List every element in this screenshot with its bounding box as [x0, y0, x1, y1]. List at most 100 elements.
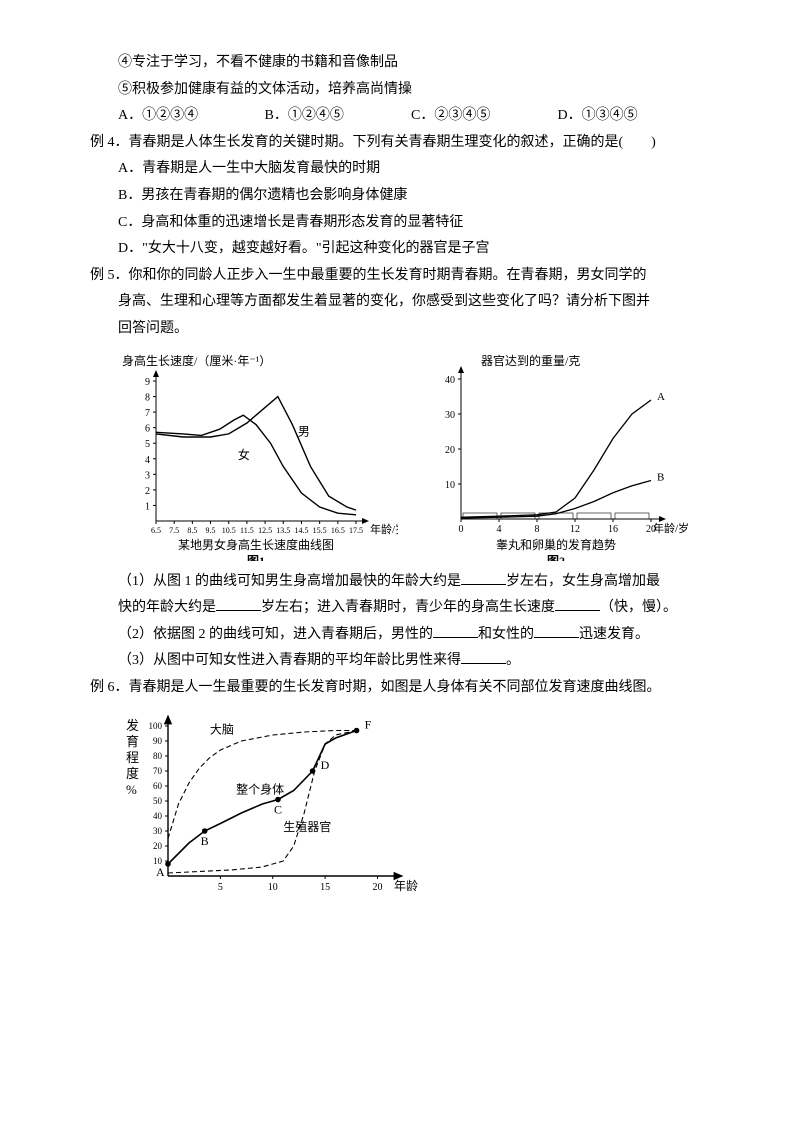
svg-text:器官达到的重量/克: 器官达到的重量/克: [481, 353, 580, 368]
q3-opt-b: B．①②④⑤: [265, 103, 412, 130]
q5-p1-line1: （1）从图 1 的曲线可知男生身高增加最快的年龄大约是岁左右，女生身高增加最: [90, 569, 704, 596]
blank: [461, 570, 506, 585]
svg-text:30: 30: [445, 410, 455, 421]
svg-text:20: 20: [373, 882, 383, 893]
q5-p2: （2）依据图 2 的曲线可知，进入青春期后，男性的 和女性的 迅速发育。: [90, 622, 704, 649]
q6-stem: 例 6．青春期是人一生最重要的生长发育时期，如图是人身体有关不同部位发育速度曲线…: [90, 675, 704, 702]
svg-text:年龄: 年龄: [394, 879, 418, 893]
svg-text:6.5: 6.5: [151, 526, 161, 535]
txt: （2）依据图 2 的曲线可知，进入青春期后，男性的: [118, 627, 433, 642]
blank: [433, 623, 478, 638]
svg-text:9.5: 9.5: [206, 526, 216, 535]
q3-opt-d: D．①③④⑤: [558, 103, 705, 130]
q5-p1-line2: 快的年龄大约是 岁左右；进入青春期时，青少年的身高生长速度 （快，慢）。: [90, 595, 704, 622]
svg-text:70: 70: [153, 766, 163, 776]
q5-stem-3: 回答问题。: [90, 316, 704, 343]
svg-text:8: 8: [145, 392, 150, 403]
svg-text:9: 9: [145, 377, 150, 388]
svg-text:16: 16: [608, 524, 618, 535]
svg-text:育: 育: [126, 734, 139, 749]
svg-text:20: 20: [153, 841, 163, 851]
q3-item4: ④专注于学习，不看不健康的书籍和音像制品: [90, 50, 704, 77]
svg-text:80: 80: [153, 751, 163, 761]
q3-options: A．①②③④ B．①②④⑤ C．②③④⑤ D．①③④⑤: [90, 103, 704, 130]
txt: 和女性的: [478, 627, 534, 642]
q5-stem-1: 例 5．你和你的同龄人正步入一生中最重要的生长发育时期青春期。在青春期，男女同学…: [90, 263, 704, 290]
svg-text:15: 15: [320, 882, 330, 893]
q4-stem: 例 4．青春期是人体生长发育的关键时期。下列有关青春期生理变化的叙述，正确的是(…: [90, 130, 704, 157]
svg-text:5: 5: [218, 882, 223, 893]
q4-opt-a: A．青春期是人一生中大脑发育最快的时期: [90, 156, 704, 183]
svg-text:2: 2: [145, 485, 150, 496]
svg-text:C: C: [274, 802, 282, 816]
svg-text:14.5: 14.5: [294, 526, 308, 535]
svg-text:60: 60: [153, 781, 163, 791]
svg-text:年龄/岁: 年龄/岁: [653, 521, 689, 535]
blank: [461, 649, 506, 664]
svg-text:1: 1: [145, 501, 150, 512]
blank: [534, 623, 579, 638]
chart2-svg: 器官达到的重量/克10203040048121620年龄/岁AB睾丸和卵巢的发育…: [421, 351, 691, 561]
chart2-box: 器官达到的重量/克10203040048121620年龄/岁AB睾丸和卵巢的发育…: [421, 351, 704, 561]
svg-text:图1: 图1: [247, 554, 265, 561]
svg-text:10: 10: [445, 480, 455, 491]
svg-text:7: 7: [145, 408, 150, 419]
svg-text:13.5: 13.5: [276, 526, 290, 535]
chart3-svg: 发育程度%1020304050607080901005101520年龄ABCDF…: [118, 708, 418, 898]
svg-text:年龄/岁: 年龄/岁: [370, 522, 398, 536]
svg-text:D: D: [321, 758, 330, 772]
svg-text:50: 50: [153, 796, 163, 806]
svg-text:程: 程: [126, 750, 139, 765]
svg-text:17.5: 17.5: [349, 526, 363, 535]
txt: （3）从图中可知女性进入青春期的平均年龄比男性来得: [118, 653, 461, 668]
q5-p3: （3）从图中可知女性进入青春期的平均年龄比男性来得 。: [90, 648, 704, 675]
svg-text:4: 4: [145, 454, 150, 465]
svg-text:6: 6: [145, 423, 150, 434]
svg-text:30: 30: [153, 826, 163, 836]
svg-text:B: B: [657, 471, 664, 483]
svg-text:3: 3: [145, 470, 150, 481]
q3-opt-a: A．①②③④: [118, 103, 265, 130]
svg-text:40: 40: [445, 375, 455, 386]
svg-text:0: 0: [459, 524, 464, 535]
txt: 快的年龄大约是: [118, 600, 216, 615]
svg-text:B: B: [201, 834, 209, 848]
q4-opt-c: C．身高和体重的迅速增长是青春期形态发育的显著特征: [90, 210, 704, 237]
svg-text:15.5: 15.5: [313, 526, 327, 535]
svg-text:90: 90: [153, 736, 163, 746]
svg-text:F: F: [365, 717, 372, 731]
blank: [216, 596, 261, 611]
txt: 。: [506, 653, 520, 668]
svg-text:7.5: 7.5: [169, 526, 179, 535]
svg-text:某地男女身高生长速度曲线图: 某地男女身高生长速度曲线图: [178, 537, 334, 552]
svg-text:睾丸和卵巢的发育趋势: 睾丸和卵巢的发育趋势: [496, 537, 616, 552]
chart3-box: 发育程度%1020304050607080901005101520年龄ABCDF…: [118, 708, 704, 898]
q3-item5: ⑤积极参加健康有益的文体活动，培养高尚情操: [90, 77, 704, 104]
q3-opt-c: C．②③④⑤: [411, 103, 558, 130]
txt: 迅速发育。: [579, 627, 649, 642]
txt: （快，慢）。: [600, 600, 677, 615]
q4-opt-d: D．"女大十八变，越变越好看。"引起这种变化的器官是子宫: [90, 236, 704, 263]
svg-text:女: 女: [238, 446, 250, 461]
svg-text:A: A: [657, 391, 665, 403]
svg-text:身高生长速度/（厘米·年⁻¹）: 身高生长速度/（厘米·年⁻¹）: [122, 353, 271, 368]
svg-text:5: 5: [145, 439, 150, 450]
svg-text:生殖器官: 生殖器官: [283, 819, 331, 834]
svg-text:A: A: [156, 865, 165, 879]
svg-text:发: 发: [126, 718, 139, 733]
svg-text:40: 40: [153, 811, 163, 821]
svg-text:100: 100: [149, 721, 163, 731]
svg-text:%: %: [126, 782, 137, 797]
q4-opt-b: B．男孩在青春期的偶尔遗精也会影响身体健康: [90, 183, 704, 210]
svg-text:8: 8: [535, 524, 540, 535]
blank: [555, 596, 600, 611]
q5-stem-2: 身高、生理和心理等方面都发生着显著的变化，你感受到这些变化了吗？请分析下图并: [90, 289, 704, 316]
svg-text:8.5: 8.5: [187, 526, 197, 535]
svg-text:11.5: 11.5: [240, 526, 254, 535]
svg-text:10: 10: [268, 882, 278, 893]
svg-text:男: 男: [298, 424, 310, 438]
svg-text:整个身体: 整个身体: [236, 781, 284, 796]
svg-text:图2: 图2: [547, 554, 565, 561]
txt: 岁左右；进入青春期时，青少年的身高生长速度: [261, 600, 555, 615]
txt: （1）从图 1 的曲线可知男生身高增加最快的年龄大约是: [118, 574, 461, 589]
